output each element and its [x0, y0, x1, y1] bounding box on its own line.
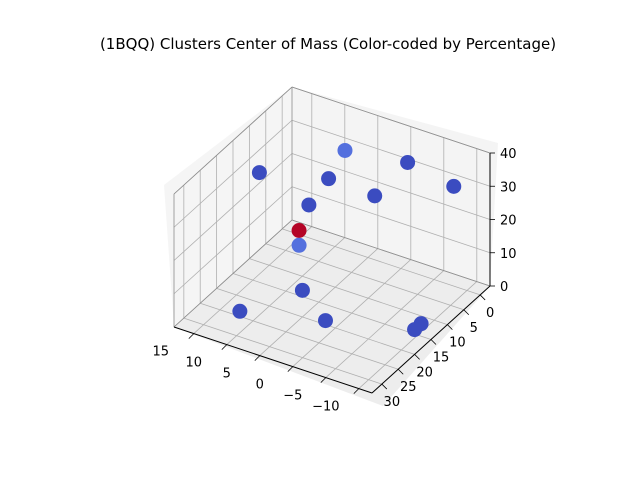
y-axis-line	[371, 285, 491, 394]
gridline-x-floor	[216, 287, 415, 355]
gridline-z-left	[173, 119, 293, 228]
scatter-point	[400, 154, 416, 170]
scatter-point	[294, 282, 310, 298]
pane-edge	[173, 86, 293, 195]
scatter-point	[301, 197, 317, 213]
y-tick-label: 15	[153, 345, 170, 360]
tick-mark-x	[430, 339, 437, 345]
y-tick-label: 10	[186, 356, 203, 371]
z-tick-label: 40	[500, 147, 517, 162]
scatter-point	[291, 222, 307, 238]
scatter-point	[291, 237, 307, 253]
gridline-z-left	[173, 153, 293, 261]
data-points	[232, 142, 462, 338]
tick-mark-y	[221, 344, 228, 350]
tick-mark-x	[381, 383, 388, 390]
scatter-point	[367, 188, 383, 204]
x-tick-label: 30	[384, 395, 401, 410]
gridline-x-floor	[282, 228, 481, 296]
scatter-point	[407, 322, 423, 338]
x-tick-label: 5	[470, 321, 478, 336]
z-tick-label: 30	[500, 180, 517, 195]
x-tick-label: 20	[416, 365, 433, 380]
chart-title: (1BQQ) Clusters Center of Mass (Color-co…	[100, 35, 556, 53]
tick-mark-y	[254, 355, 261, 361]
gridline-z-back	[291, 119, 491, 187]
y-tick-label: −5	[283, 389, 302, 404]
x-tick-label: 10	[449, 336, 466, 351]
tick-mark-x	[479, 294, 486, 301]
y-tick-label: 0	[256, 378, 264, 393]
gridline-x-floor	[232, 273, 432, 340]
scatter-point	[337, 142, 353, 158]
tick-mark-x	[397, 368, 404, 375]
pane-edge	[291, 219, 491, 287]
gridline-y-floor	[226, 237, 346, 345]
x-tick-label: 15	[433, 351, 450, 366]
pane-back	[292, 87, 498, 286]
scatter-point	[446, 178, 462, 194]
z-tick-label: 20	[500, 214, 517, 229]
pane-edge	[173, 219, 293, 328]
gridline-z-left	[173, 186, 293, 295]
tick-mark-y	[188, 333, 195, 339]
pane-edge	[291, 86, 491, 154]
z-tick-label: 10	[500, 247, 517, 262]
scatter-point	[317, 313, 333, 329]
x-tick-label: 0	[486, 306, 494, 321]
x-axis-line	[173, 326, 373, 394]
pane-floor	[174, 220, 490, 406]
scatter-point	[232, 303, 248, 319]
tick-mark-y	[353, 388, 360, 394]
scatter-point	[321, 171, 337, 187]
tick-mark-y	[287, 366, 294, 372]
tick-mark-x	[414, 354, 420, 360]
gridline-x-floor	[249, 258, 448, 326]
x-tick-label: 25	[400, 380, 417, 395]
gridline-y-floor	[292, 259, 412, 367]
scatter-point	[251, 165, 267, 181]
tick-mark-x	[463, 309, 470, 316]
pane-left	[164, 87, 292, 327]
gridline-x-floor	[265, 243, 464, 311]
tick-mark-x	[447, 324, 453, 330]
gridline-z-back	[291, 186, 491, 254]
gridline-z-back	[291, 153, 491, 220]
y-tick-label: 5	[223, 367, 231, 382]
y-tick-label: −10	[312, 400, 339, 415]
gridline-y-floor	[259, 248, 379, 356]
gridline-x-floor	[183, 317, 382, 385]
z-tick-label: 0	[500, 280, 508, 295]
gridline-y-floor	[325, 270, 445, 378]
axes-lines	[173, 86, 495, 394]
tick-mark-y	[320, 377, 327, 383]
